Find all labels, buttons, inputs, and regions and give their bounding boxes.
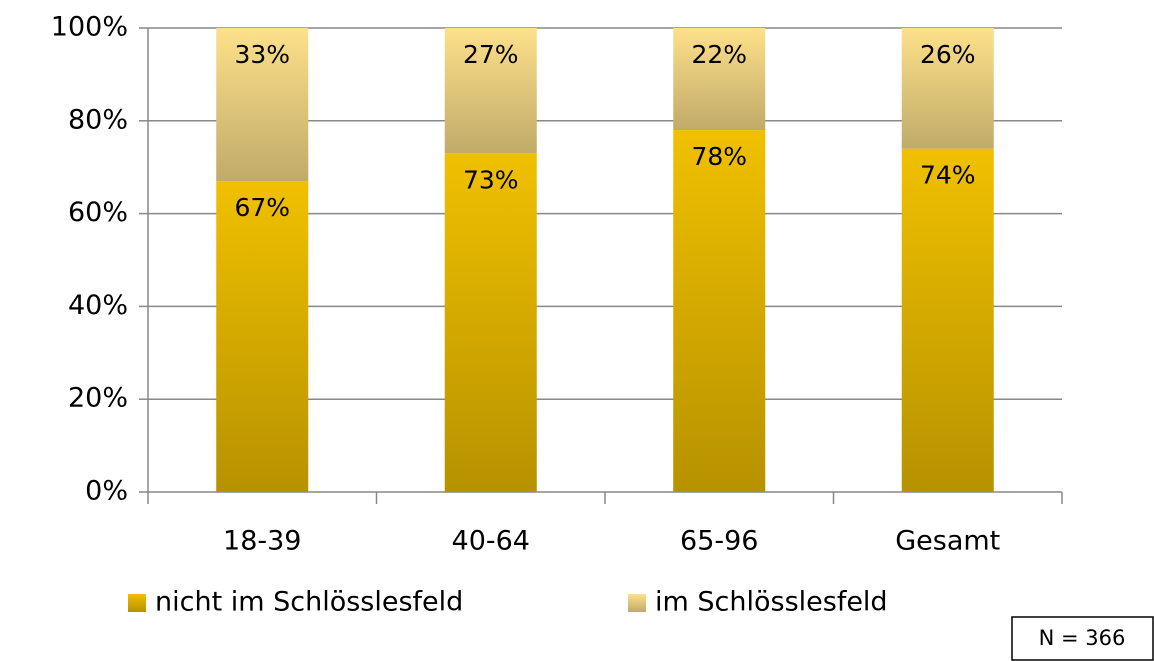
legend-swatch-shade (628, 594, 646, 612)
bar-shade (901, 148, 994, 492)
y-tick-label: 100% (51, 12, 128, 43)
legend-swatch-shade (128, 594, 146, 612)
data-label: 73% (463, 165, 519, 194)
legend-label: nicht im Schlösslesfeld (155, 587, 463, 618)
x-tick-label: 40-64 (452, 526, 530, 557)
data-label: 22% (691, 40, 747, 69)
y-tick-label: 40% (68, 290, 128, 321)
note-box (1011, 616, 1154, 661)
data-label: 78% (691, 142, 747, 171)
bar-shade (216, 181, 309, 492)
x-tick-label: 18-39 (223, 526, 301, 557)
data-label: 74% (920, 161, 976, 190)
bar-shade (673, 28, 766, 131)
bar-shade (901, 28, 994, 149)
data-label: 27% (463, 40, 519, 69)
x-tick-label: Gesamt (895, 526, 1000, 557)
y-tick-label: 20% (68, 383, 128, 414)
bar-shade (444, 153, 537, 492)
y-tick-label: 80% (68, 104, 128, 135)
bar-shade (444, 28, 537, 154)
data-label: 33% (234, 40, 290, 69)
bar-shade (673, 130, 766, 492)
y-tick-label: 60% (68, 197, 128, 228)
data-label: 26% (920, 40, 976, 69)
data-label: 67% (234, 193, 290, 222)
note: N = 366 (1039, 626, 1126, 650)
y-tick-label: 0% (85, 476, 128, 507)
bar-shade (216, 28, 309, 182)
legend-label: im Schlösslesfeld (655, 587, 888, 618)
x-tick-label: 65-96 (680, 526, 758, 557)
